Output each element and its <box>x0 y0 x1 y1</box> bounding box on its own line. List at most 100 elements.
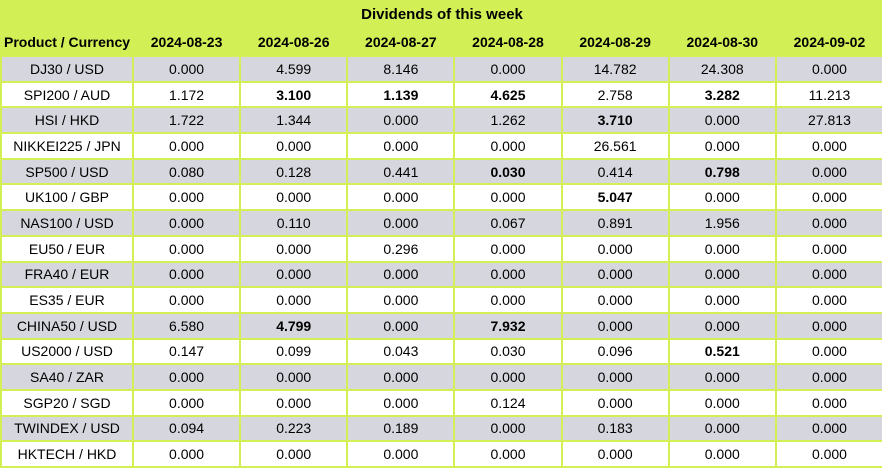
value-cell: 0.000 <box>346 106 456 135</box>
value-cell: 1.262 <box>453 106 563 135</box>
value-cell: 1.956 <box>667 209 777 237</box>
value-cell: 0.000 <box>453 183 563 212</box>
value-cell: 24.308 <box>667 55 777 83</box>
value-cell: 0.000 <box>239 388 349 417</box>
product-cell: ES35 / EUR <box>0 286 134 314</box>
value-cell: 0.000 <box>774 157 882 186</box>
value-cell: 3.100 <box>239 80 349 109</box>
value-cell: 0.000 <box>560 234 670 263</box>
value-cell: 0.147 <box>131 337 242 366</box>
value-cell: 0.000 <box>774 388 882 417</box>
value-cell: 0.094 <box>131 414 242 443</box>
value-cell: 0.000 <box>239 260 349 289</box>
product-cell: SA40 / ZAR <box>0 363 134 391</box>
value-cell: 27.813 <box>774 106 882 135</box>
value-cell: 14.782 <box>560 55 670 83</box>
value-cell: 0.000 <box>453 440 563 468</box>
table-row: HKTECH / HKD 0.000 0.000 0.000 0.000 0.000 0.0… <box>0 440 882 468</box>
value-cell: 1.344 <box>239 106 349 135</box>
value-cell: 0.000 <box>131 388 242 417</box>
date-header: 2024-08-27 <box>346 27 456 57</box>
value-cell: 0.000 <box>774 183 882 212</box>
product-cell: NIKKEI225 / JPN <box>0 132 134 160</box>
value-cell: 0.000 <box>667 311 777 340</box>
product-cell: FRA40 / EUR <box>0 260 134 289</box>
value-cell: 0.296 <box>346 234 456 263</box>
value-cell: 0.000 <box>560 363 670 391</box>
value-cell: 0.000 <box>239 234 349 263</box>
product-cell: SGP20 / SGD <box>0 388 134 417</box>
date-header: 2024-09-02 <box>774 27 882 57</box>
product-cell: HSI / HKD <box>0 106 134 135</box>
value-cell: 0.128 <box>239 157 349 186</box>
value-cell: 6.580 <box>131 311 242 340</box>
value-cell: 0.000 <box>453 55 563 83</box>
value-cell: 0.000 <box>774 286 882 314</box>
table-row: US2000 / USD 0.147 0.099 0.043 0.030 0.096 0.5… <box>0 337 882 366</box>
table-row: NIKKEI225 / JPN 0.000 0.000 0.000 0.000 26.56… <box>0 132 882 160</box>
value-cell: 0.183 <box>560 414 670 443</box>
value-cell: 0.000 <box>346 260 456 289</box>
value-cell: 0.000 <box>667 106 777 135</box>
value-cell: 0.000 <box>774 234 882 263</box>
value-cell: 4.599 <box>239 55 349 83</box>
product-cell: CHINA50 / USD <box>0 311 134 340</box>
value-cell: 0.000 <box>774 311 882 340</box>
value-cell: 26.561 <box>560 132 670 160</box>
value-cell: 0.000 <box>774 440 882 468</box>
value-cell: 0.080 <box>131 157 242 186</box>
product-cell: HKTECH / HKD <box>0 440 134 468</box>
value-cell: 0.000 <box>560 311 670 340</box>
value-cell: 0.000 <box>667 414 777 443</box>
product-cell: TWINDEX / USD <box>0 414 134 443</box>
value-cell: 0.000 <box>667 132 777 160</box>
value-cell: 0.000 <box>774 337 882 366</box>
value-cell: 0.030 <box>453 337 563 366</box>
value-cell: 7.932 <box>453 311 563 340</box>
value-cell: 0.000 <box>667 363 777 391</box>
value-cell: 0.000 <box>453 414 563 443</box>
value-cell: 0.067 <box>453 209 563 237</box>
value-cell: 0.000 <box>774 209 882 237</box>
value-cell: 0.000 <box>239 440 349 468</box>
value-cell: 8.146 <box>346 55 456 83</box>
value-cell: 0.000 <box>667 388 777 417</box>
product-cell: NAS100 / USD <box>0 209 134 237</box>
table-row: NAS100 / USD 0.000 0.110 0.000 0.067 0.891 1.9… <box>0 209 882 237</box>
value-cell: 0.110 <box>239 209 349 237</box>
value-cell: 0.000 <box>131 55 242 83</box>
table-row: UK100 / GBP 0.000 0.000 0.000 0.000 5.047 0.00… <box>0 183 882 212</box>
date-header: 2024-08-26 <box>239 27 349 57</box>
value-cell: 0.000 <box>131 440 242 468</box>
value-cell: 0.000 <box>667 440 777 468</box>
table-row: CHINA50 / USD 6.580 4.799 0.000 7.932 0.000 0.… <box>0 311 882 340</box>
value-cell: 0.000 <box>560 388 670 417</box>
table-row: SPI200 / AUD 1.172 3.100 1.139 4.625 2.758 3.2… <box>0 80 882 109</box>
value-cell: 0.099 <box>239 337 349 366</box>
value-cell: 0.030 <box>453 157 563 186</box>
table-row: SGP20 / SGD 0.000 0.000 0.000 0.124 0.000 0.00… <box>0 388 882 417</box>
value-cell: 0.096 <box>560 337 670 366</box>
value-cell: 0.000 <box>346 132 456 160</box>
value-cell: 0.000 <box>453 286 563 314</box>
value-cell: 0.000 <box>131 260 242 289</box>
date-header: 2024-08-28 <box>453 27 563 57</box>
value-cell: 0.000 <box>453 132 563 160</box>
value-cell: 0.891 <box>560 209 670 237</box>
table-row: SP500 / USD 0.080 0.128 0.441 0.030 0.414 0.79… <box>0 157 882 186</box>
table-row: TWINDEX / USD 0.094 0.223 0.189 0.000 0.183 0.… <box>0 414 882 443</box>
value-cell: 0.441 <box>346 157 456 186</box>
value-cell: 4.799 <box>239 311 349 340</box>
value-cell: 0.000 <box>239 286 349 314</box>
value-cell: 0.000 <box>667 260 777 289</box>
value-cell: 3.282 <box>667 80 777 109</box>
value-cell: 4.625 <box>453 80 563 109</box>
value-cell: 0.000 <box>667 234 777 263</box>
table-title: Dividends of this week <box>0 0 882 29</box>
value-cell: 0.414 <box>560 157 670 186</box>
product-cell: EU50 / EUR <box>0 234 134 263</box>
value-cell: 0.043 <box>346 337 456 366</box>
value-cell: 0.000 <box>346 440 456 468</box>
value-cell: 1.139 <box>346 80 456 109</box>
